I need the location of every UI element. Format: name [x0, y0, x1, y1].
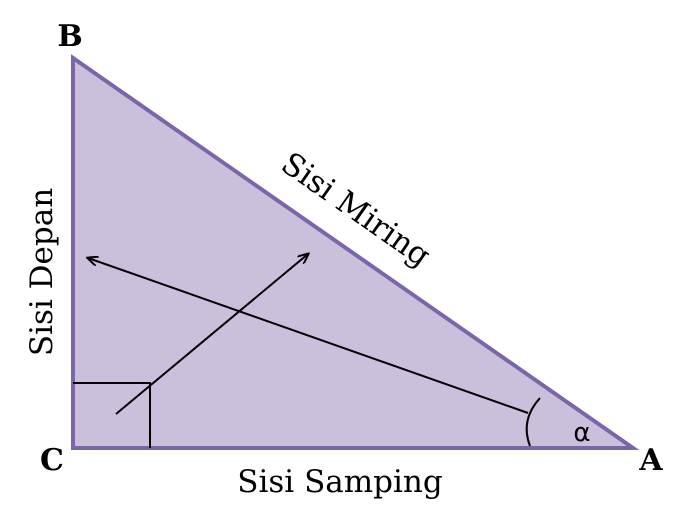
- label-adjacent-side: Sisi Samping: [237, 464, 443, 500]
- right-triangle: [71, 54, 640, 450]
- angle-alpha-arc: [525, 397, 541, 447]
- label-angle-alpha: α: [573, 418, 590, 448]
- vertex-label-b: B: [57, 19, 82, 54]
- vertex-label-c: C: [40, 443, 64, 478]
- arrow-to-opposite-side: [88, 258, 529, 414]
- right-angle-marker: [73, 382, 151, 448]
- arrow-to-hypotenuse: [115, 254, 308, 415]
- label-opposite-side: Sisi Depan: [24, 188, 60, 356]
- vertex-label-a: A: [638, 443, 663, 478]
